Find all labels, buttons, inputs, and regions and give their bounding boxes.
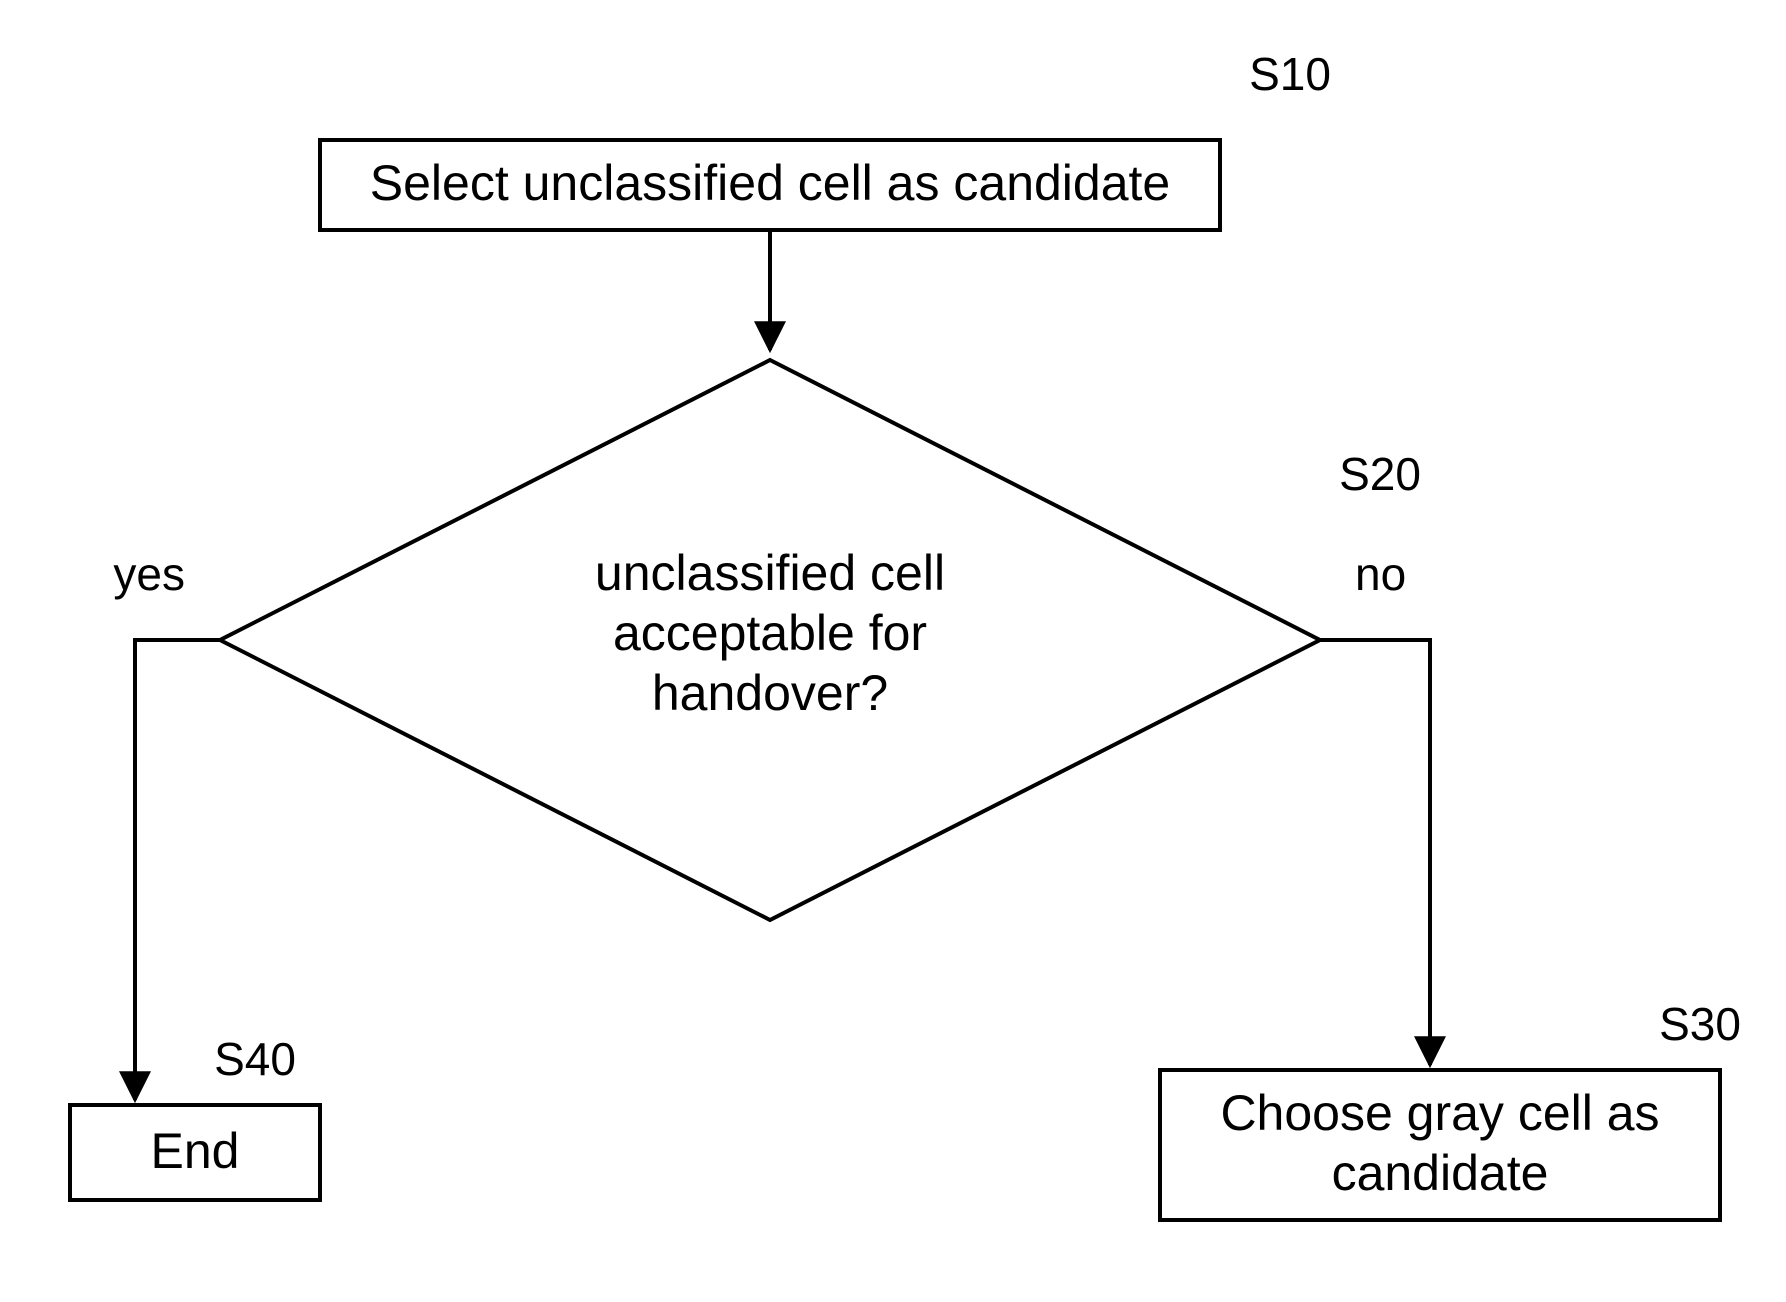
node-s30-text-line1: Choose gray cell as — [1220, 1085, 1659, 1141]
edge-s20-s30 — [1320, 640, 1430, 1065]
node-s30-text-line2: candidate — [1332, 1145, 1549, 1201]
edge-no-label: no — [1355, 548, 1406, 600]
edge-s20-s40 — [135, 640, 220, 1100]
flowchart-canvas: S10 Select unclassified cell as candidat… — [0, 0, 1786, 1302]
node-s20-text-line2: acceptable for — [613, 605, 927, 661]
node-s20-text-line1: unclassified cell — [595, 545, 945, 601]
node-s40-ref: S40 — [214, 1033, 296, 1085]
node-s30-ref: S30 — [1659, 998, 1741, 1050]
edge-yes-label: yes — [113, 548, 185, 600]
node-s20-text-line3: handover? — [652, 665, 888, 721]
node-s10-ref: S10 — [1249, 48, 1331, 100]
node-s40-text: End — [151, 1123, 240, 1179]
node-s10-text: Select unclassified cell as candidate — [370, 155, 1170, 211]
node-s20-ref: S20 — [1339, 448, 1421, 500]
